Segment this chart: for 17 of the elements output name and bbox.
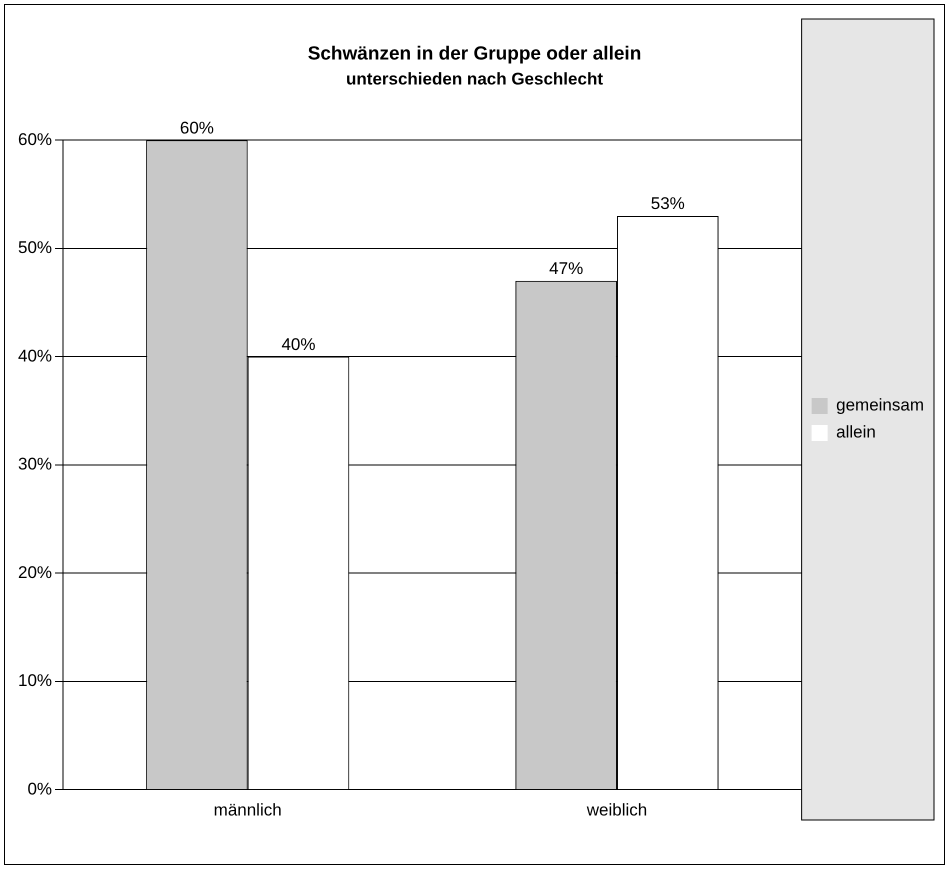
legend-label: allein <box>836 422 876 442</box>
data-label: 47% <box>549 259 584 278</box>
y-tick-label: 20% <box>18 562 52 582</box>
y-tick-label: 40% <box>18 346 52 366</box>
y-tick-label: 30% <box>18 454 52 474</box>
data-label: 60% <box>180 118 214 138</box>
data-label: 53% <box>650 194 685 214</box>
data-label: 40% <box>281 334 316 354</box>
y-tick-label: 50% <box>18 238 52 258</box>
y-tick-label: 60% <box>18 130 52 149</box>
x-tick-label: weiblich <box>586 800 648 820</box>
chart-subtitle: unterschieden nach Geschlecht <box>346 70 604 89</box>
y-tick-label: 10% <box>18 671 52 690</box>
legend-label: gemeinsam <box>836 396 924 415</box>
x-tick-label: männlich <box>214 800 282 820</box>
chart-title: Schwänzen in der Gruppe oder allein <box>308 44 642 65</box>
y-tick-label: 0% <box>27 779 52 798</box>
